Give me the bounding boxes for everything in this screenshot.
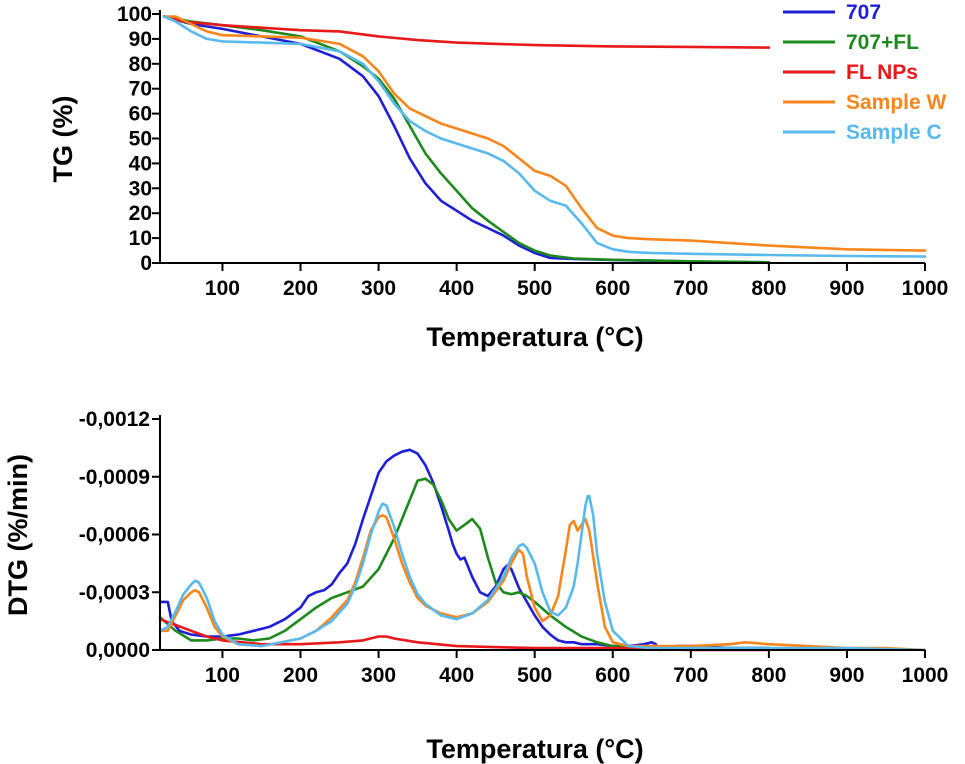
tg-y-tick-label: 50 — [129, 128, 152, 151]
tg-series-group — [162, 15, 927, 264]
tg-series-sample-c — [162, 15, 927, 258]
dtg-x-axis-title: Temperatura (°C) — [426, 734, 643, 764]
dtg-x-tick-label: 900 — [829, 664, 864, 687]
tg-x-tick-label: 900 — [829, 277, 864, 300]
tg-y-tick-label: 80 — [129, 53, 152, 76]
dtg-y-tick-label: -0,0003 — [79, 581, 150, 604]
dtg-y-tick-label: -0,0006 — [79, 524, 150, 547]
tg-x-tick-label: 100 — [205, 277, 240, 300]
legend-label-707: 707 — [846, 1, 881, 24]
dtg-y-tick-label: -0,0009 — [79, 466, 150, 489]
tg-y-tick-label: 40 — [129, 152, 152, 175]
tg-y-tick-label: 100 — [117, 3, 152, 26]
tg-x-tick-label: 600 — [595, 277, 630, 300]
tg-y-tick-label: 90 — [129, 28, 152, 51]
dtg-x-tick-label: 400 — [439, 664, 474, 687]
dtg-x-tick-label: 600 — [595, 664, 630, 687]
tg-y-tick-label: 30 — [129, 177, 152, 200]
dtg-x-tick-label: 700 — [673, 664, 708, 687]
legend-label-fl-nps: FL NPs — [846, 61, 918, 84]
dtg-series-fl-nps — [158, 617, 771, 652]
tg-x-tick-label: 800 — [751, 277, 786, 300]
tg-x-tick-label: 300 — [361, 277, 396, 300]
tg-axes: 100 200 300 400 500 600 700 800 900 1000 010203040… — [117, 3, 948, 300]
tg-series-sample-w — [162, 15, 927, 252]
legend-label-sample-w: Sample W — [846, 91, 947, 114]
tg-y-tick-label: 70 — [129, 78, 152, 101]
tg-x-tick-label: 400 — [439, 277, 474, 300]
tg-x-axis-title: Temperatura (°C) — [426, 322, 643, 352]
dtg-x-tick-label: 200 — [283, 664, 318, 687]
tg-y-tick-label: 0 — [140, 252, 152, 275]
tg-x-tick-label: 200 — [283, 277, 318, 300]
dtg-x-tick-label: 800 — [751, 664, 786, 687]
dtg-axes: 100 200 300 400 500 600 700 800 900 1000 0,0000 -0,… — [79, 408, 949, 687]
tg-legend: 707 707+FL FL NPs Sample W Sample C — [783, 1, 947, 144]
dtg-series-707 — [158, 448, 771, 652]
tg-x-tick-label: 500 — [517, 277, 552, 300]
dtg-x-tick-label: 1000 — [902, 664, 949, 687]
tg-y-axis-title: TG (%) — [48, 96, 78, 183]
tg-chart: 100 200 300 400 500 600 700 800 900 1000 010203040… — [48, 1, 948, 352]
tg-x-tick-label: 700 — [673, 277, 708, 300]
legend-label-707-fl: 707+FL — [846, 31, 919, 54]
dtg-y-axis-title: DTG (%/min) — [3, 454, 33, 616]
dtg-series-group — [158, 448, 927, 652]
dtg-y-tick-label: -0,0012 — [79, 408, 150, 431]
dtg-x-tick-label: 300 — [361, 664, 396, 687]
dtg-series-707-fl — [158, 477, 771, 650]
legend-label-sample-c: Sample C — [846, 121, 942, 144]
tg-y-tick-label: 10 — [129, 227, 152, 250]
tg-y-tick-label: 20 — [129, 202, 152, 225]
dtg-chart: 100 200 300 400 500 600 700 800 900 1000 0,0000 -0,… — [3, 408, 948, 764]
tg-series-707 — [162, 15, 771, 264]
dtg-series-sample-c — [158, 494, 927, 652]
tg-series-707-fl — [162, 15, 771, 264]
dtg-series-sample-w — [158, 514, 927, 652]
dtg-x-tick-label: 100 — [205, 664, 240, 687]
tg-series-fl-nps — [162, 15, 771, 49]
tg-x-tick-label: 1000 — [902, 277, 949, 300]
tg-y-tick-label: 60 — [129, 103, 152, 126]
dtg-y-tick-label: 0,0000 — [86, 639, 150, 662]
dtg-x-tick-label: 500 — [517, 664, 552, 687]
